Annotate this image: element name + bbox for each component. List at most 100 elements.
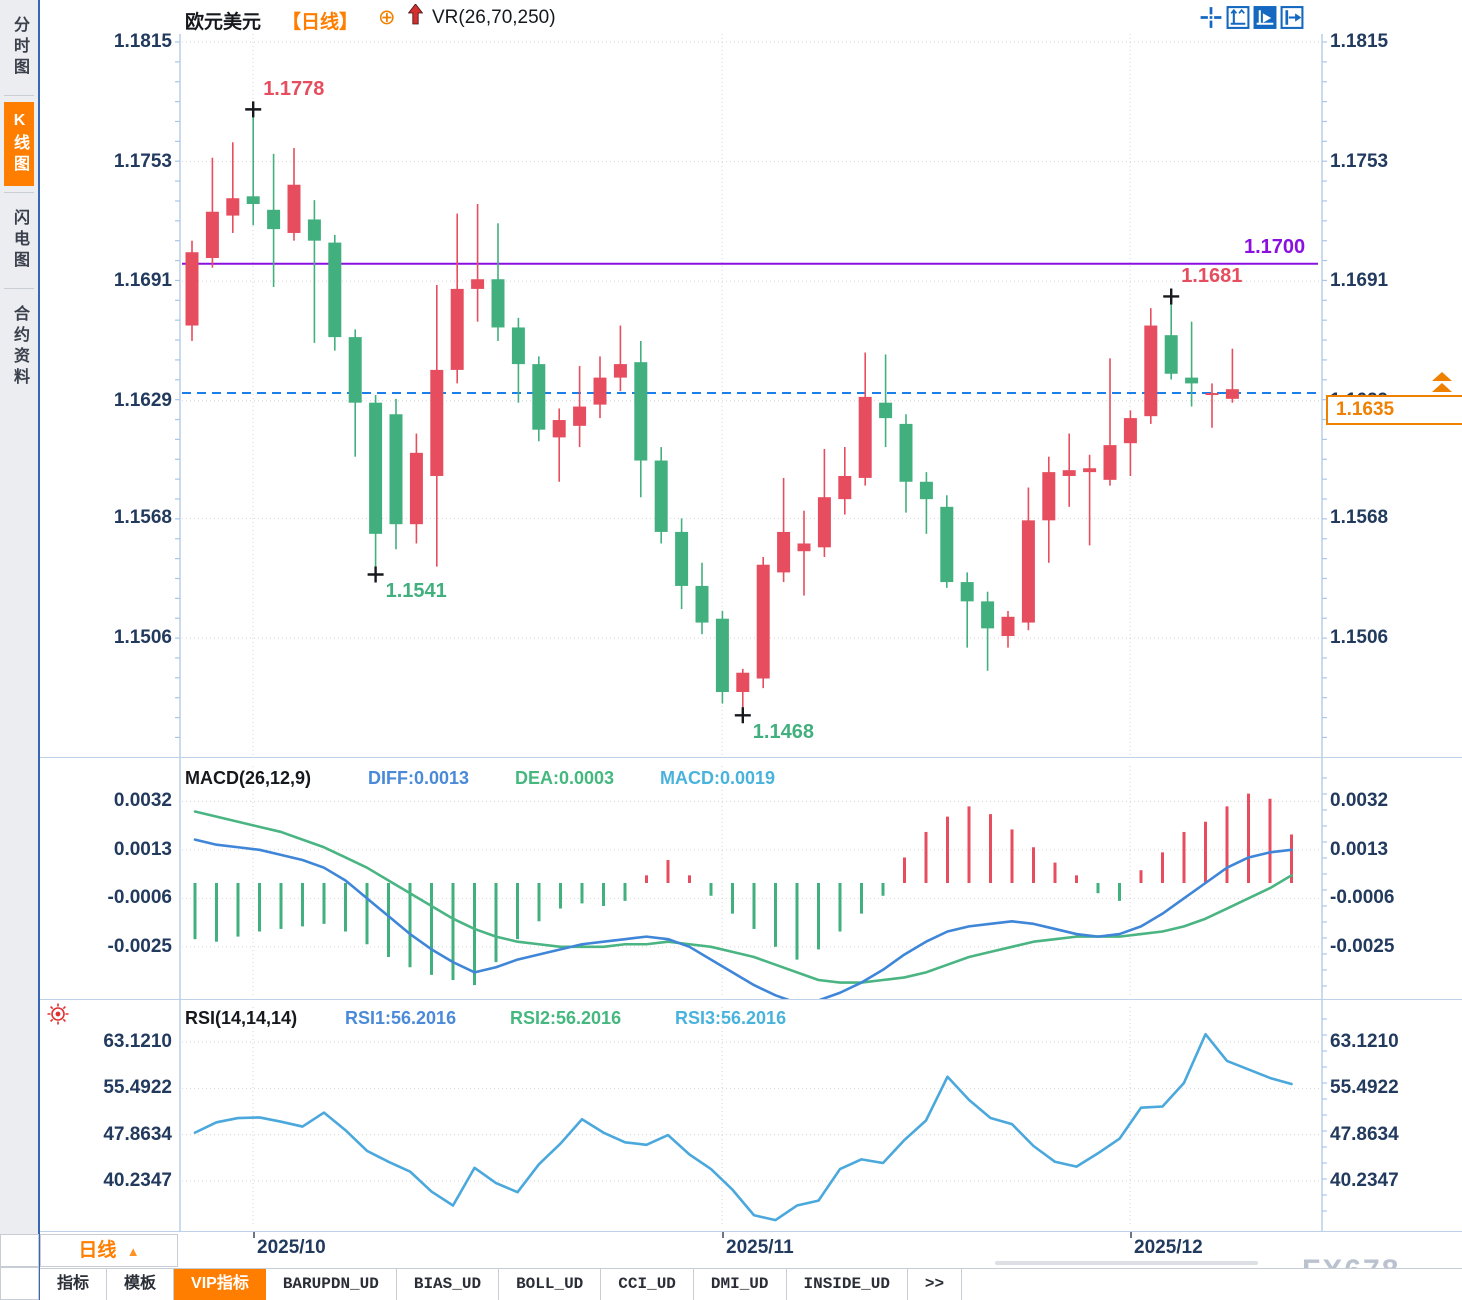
candle-body xyxy=(675,531,689,586)
candle-body xyxy=(246,196,260,205)
panel-separator xyxy=(40,1231,1462,1232)
bottom-tab[interactable]: BARUPDN_UD xyxy=(266,1269,397,1300)
x-axis-label: 2025/11 xyxy=(726,1237,794,1258)
dea-line xyxy=(193,810,1293,984)
candle-body xyxy=(879,402,893,419)
sidebar-tab-4[interactable]: 合约资料 xyxy=(11,305,28,389)
y-axis-label: 0.0013 xyxy=(1330,839,1389,860)
bottom-tab[interactable]: BIAS_UD xyxy=(397,1269,500,1300)
price-marker xyxy=(734,707,751,724)
candle-body xyxy=(981,601,995,629)
candle-body xyxy=(797,543,811,552)
bottom-tab[interactable]: INSIDE_UD xyxy=(787,1269,908,1300)
candle-body xyxy=(307,219,321,241)
macd-chart[interactable] xyxy=(0,758,1462,999)
candle-body xyxy=(1225,389,1239,399)
macd-value: MACD:0.0019 xyxy=(660,768,776,788)
y-axis-label: 1.1568 xyxy=(1330,507,1389,528)
candle-body xyxy=(1042,472,1056,521)
sidebar-tab-3[interactable]: 闪电图 xyxy=(11,209,28,272)
rsi-chart[interactable] xyxy=(0,999,1462,1231)
axis-play-icon[interactable] xyxy=(1252,5,1278,30)
overlay-indicator-label: VR(26,70,250) xyxy=(432,7,556,28)
y-axis-label: 55.4922 xyxy=(1330,1077,1399,1098)
candle-body xyxy=(777,531,791,573)
up-arrow-icon xyxy=(407,3,424,30)
y-axis-label: 40.2347 xyxy=(103,1170,172,1191)
period-label: 日线 xyxy=(78,1240,117,1261)
candle-body xyxy=(552,420,566,438)
bottom-tab[interactable]: DMI_UD xyxy=(694,1269,787,1300)
candle-body xyxy=(634,362,648,461)
candle-body xyxy=(409,452,423,525)
sidebar-divider xyxy=(38,0,40,1300)
crosshair-icon[interactable] xyxy=(1198,5,1224,30)
rsi-title: RSI(14,14,14) xyxy=(185,1008,298,1028)
x-axis-tick xyxy=(253,1232,255,1238)
sidebar-tab-divider xyxy=(4,95,34,96)
candle-body xyxy=(1123,418,1137,444)
y-axis-label: 0.0032 xyxy=(1330,790,1389,811)
candle-body xyxy=(654,460,668,532)
y-axis-label: 1.1691 xyxy=(1330,270,1389,291)
y-axis-label: 1.1506 xyxy=(1330,627,1389,648)
symbol-title: 欧元美元 xyxy=(185,12,262,33)
candle-body xyxy=(532,364,546,430)
horizontal-scrollbar[interactable] xyxy=(995,1261,1258,1265)
bottom-tab[interactable]: 模板 xyxy=(107,1269,175,1300)
bottom-tab[interactable]: >> xyxy=(908,1269,963,1300)
y-axis-label: -0.0006 xyxy=(1330,887,1395,908)
rsi2-value: RSI2:56.2016 xyxy=(510,1008,622,1028)
y-axis-label: 1.1506 xyxy=(113,627,172,648)
candle-body xyxy=(450,288,464,370)
sidebar-tab-2[interactable]: K线图 xyxy=(4,102,34,186)
candle-body xyxy=(715,618,729,693)
y-axis-label: 63.1210 xyxy=(103,1031,172,1052)
candle-body xyxy=(287,184,301,233)
y-axis-label: -0.0025 xyxy=(107,936,172,957)
period-arrow-icon: ▲ xyxy=(126,1244,140,1259)
candle-body xyxy=(695,585,709,623)
low-price-annotation: 1.1468 xyxy=(752,721,814,744)
macd-title: MACD(26,12,9) xyxy=(185,768,312,788)
candle-body xyxy=(389,414,403,525)
y-axis-label: -0.0025 xyxy=(1330,936,1395,957)
pan-right-icon[interactable] xyxy=(1279,5,1305,30)
candle-body xyxy=(1144,325,1158,417)
indicator-settings-icon[interactable] xyxy=(46,1002,70,1031)
sidebar-tab-1[interactable]: 分时图 xyxy=(11,16,28,79)
panel-separator xyxy=(40,757,1462,758)
bottom-tab[interactable]: 指标 xyxy=(40,1269,108,1300)
candle-body xyxy=(858,396,872,478)
add-indicator-icon[interactable]: ⊕ xyxy=(378,6,396,29)
candle-body xyxy=(328,242,342,338)
candle-body xyxy=(511,327,525,365)
axis-scale-icon[interactable] xyxy=(1225,5,1251,30)
rsi1-value: RSI1:56.2016 xyxy=(345,1008,457,1028)
period-selector-button[interactable]: 日线 ▲ xyxy=(40,1234,178,1267)
bottom-tab[interactable]: CCI_UD xyxy=(601,1269,694,1300)
y-axis-label: 47.8634 xyxy=(103,1124,172,1145)
candle-body xyxy=(430,369,444,476)
candle-body xyxy=(613,364,627,378)
candle-body xyxy=(226,198,240,216)
candle-body xyxy=(838,475,852,500)
y-axis-label: 47.8634 xyxy=(1330,1124,1399,1145)
candle-body xyxy=(1205,393,1219,396)
candle-body xyxy=(1185,377,1199,384)
bottom-tab[interactable]: BOLL_UD xyxy=(499,1269,602,1300)
bottom-tab[interactable]: VIP指标 xyxy=(174,1269,266,1300)
sidebar-tab-divider xyxy=(4,288,34,289)
x-axis-label: 2025/10 xyxy=(257,1237,326,1258)
y-axis-label: 1.1691 xyxy=(113,270,172,291)
candle-body xyxy=(1062,470,1076,476)
y-axis-label: 55.4922 xyxy=(103,1077,172,1098)
candle-body xyxy=(1164,335,1178,374)
candle-body xyxy=(205,211,219,259)
x-axis-label: 2025/12 xyxy=(1134,1237,1203,1258)
x-axis-tick xyxy=(722,1232,724,1238)
indicator-tab-bar: 指标 模板 VIP指标 BARUPDN_UD BIAS_UD BOLL_UD CCI_UD D… xyxy=(40,1268,1462,1300)
panel-separator xyxy=(40,999,1462,1000)
candlestick-chart[interactable] xyxy=(0,0,1462,758)
price-up-arrow-icon xyxy=(1432,372,1452,392)
